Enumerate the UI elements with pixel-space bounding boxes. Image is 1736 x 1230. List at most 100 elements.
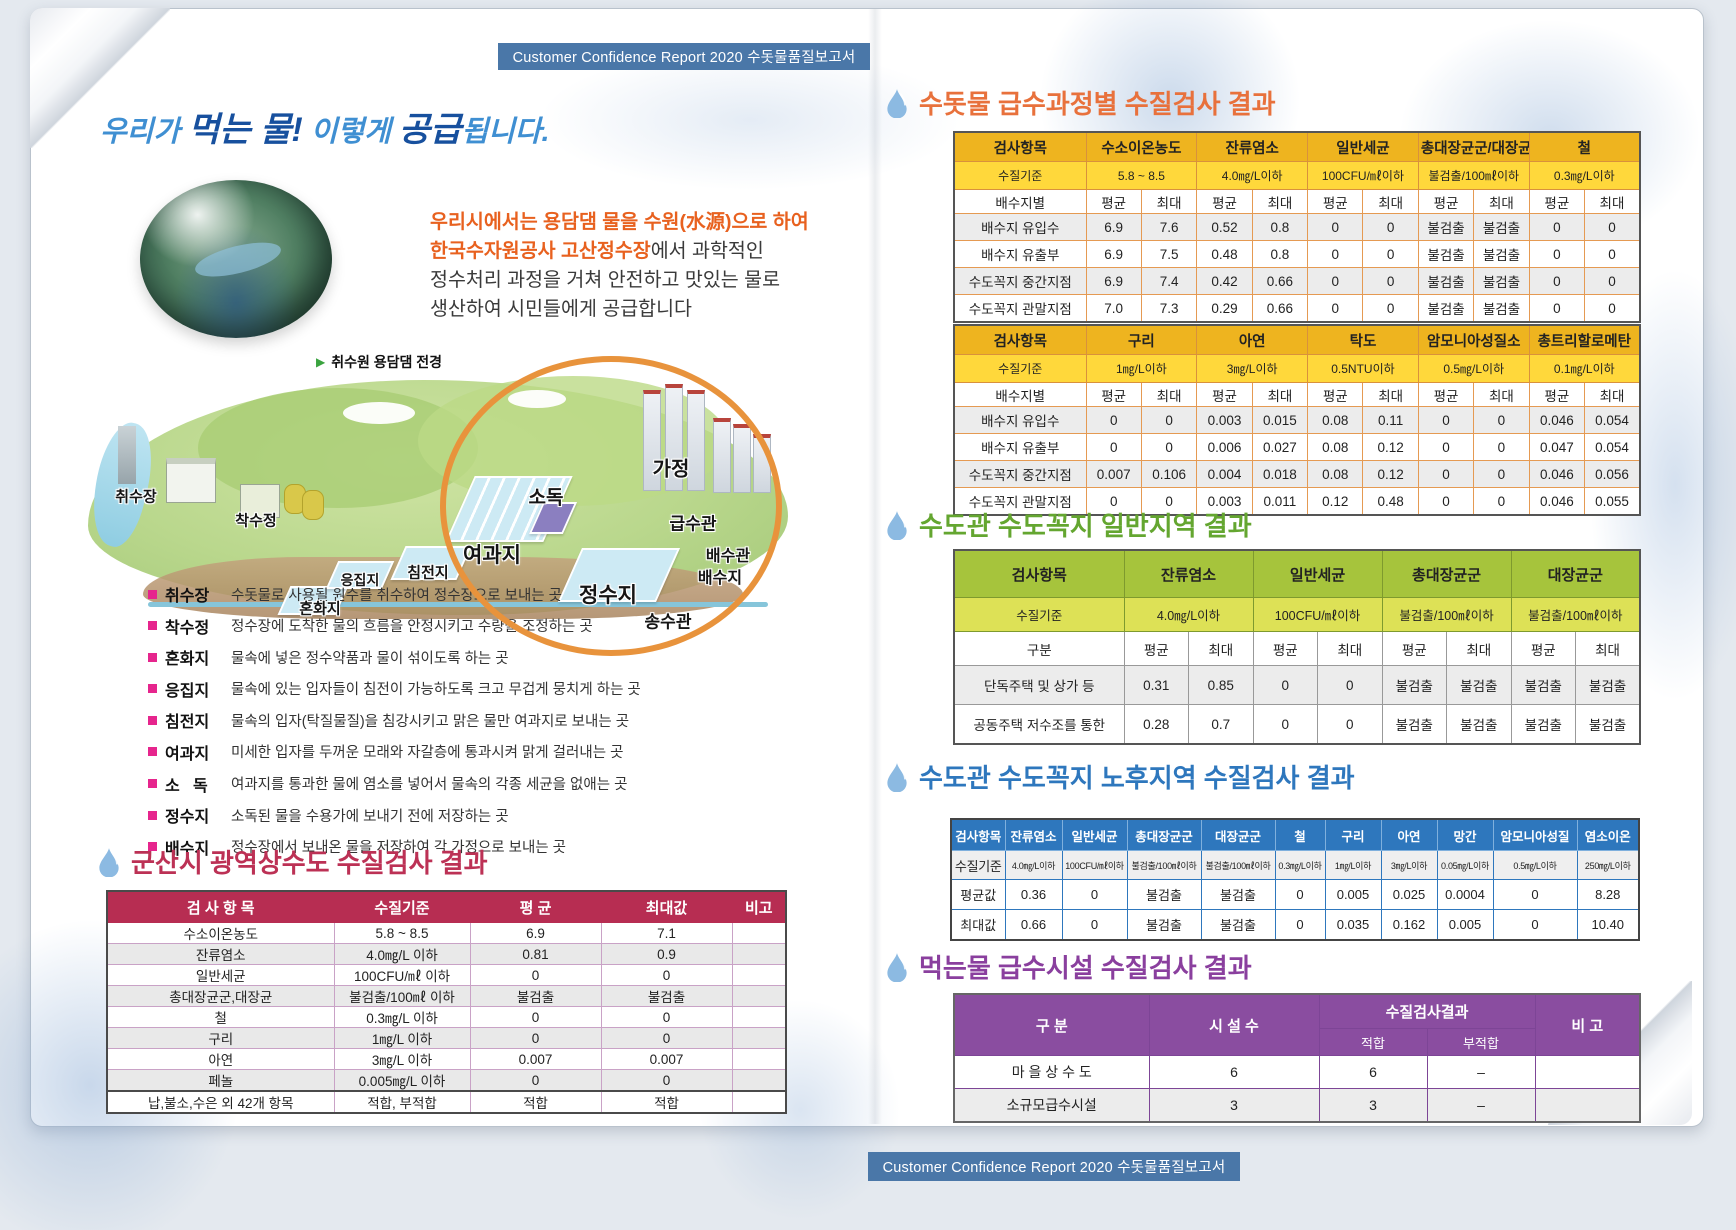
table-cell: 0 <box>1473 487 1530 516</box>
diagram-label-home: 가정 <box>652 458 690 481</box>
table-cell: 수도꼭지 관말지점 <box>953 294 1087 323</box>
header-cell: 망간 <box>1436 818 1494 851</box>
table-cell: 7.4 <box>1140 267 1198 295</box>
header-cell: 탁도 <box>1307 324 1419 355</box>
table-cell: 수도꼭지 중간지점 <box>953 460 1087 488</box>
subheader-cell: 평균 <box>1528 189 1586 214</box>
table-cell: 불검출 <box>1510 704 1577 745</box>
page-title-segment: 공급 <box>398 111 462 149</box>
table-cell: 0 <box>1252 704 1319 745</box>
subheader-cell: 평균 <box>1528 382 1586 407</box>
table-cell: 불검출 <box>1417 213 1475 241</box>
table-cell: 0 <box>1362 213 1419 241</box>
table-cell: 0 <box>1362 240 1419 268</box>
table-cell <box>731 943 787 965</box>
table-cell: 0 <box>1473 406 1530 434</box>
table-cell: 8.28 <box>1576 879 1640 910</box>
diagram-label-receiving: 착수정 <box>235 512 277 530</box>
receiving-well-building <box>240 484 280 518</box>
table-cell: 잔류염소 <box>106 943 335 965</box>
table-cell: 0 <box>469 1069 602 1092</box>
table-cell: 배수지 유입수 <box>953 406 1087 434</box>
table-row: 수도꼭지 관말지점 0 0 0.003 0.011 0.12 0.48 0 0 0.046 0.05… <box>953 487 1641 516</box>
table-header-row: 검 사 항 목 수질기준 평 균 최대값 비고 <box>106 890 787 923</box>
table-cell: 0 <box>1317 665 1383 705</box>
table-header-row: 검사항목 잔류염소 일반세균 총대장균군 대장균군 <box>953 549 1641 598</box>
table-cell: 0 <box>1417 433 1475 461</box>
page-curl-top-left <box>30 8 170 148</box>
header-cell: 잔류염소 <box>1123 549 1254 598</box>
table-row: 수도꼭지 중간지점 0.007 0.106 0.004 0.018 0.08 0.12 0 0 0… <box>953 460 1641 488</box>
bullet-square-icon <box>148 810 157 820</box>
table-cell: 불검출 <box>1510 665 1577 705</box>
table-cell: 0.12 <box>1307 487 1364 516</box>
table-cell: 적합 <box>469 1090 602 1114</box>
process-desc: 물속의 입자(탁질물질)을 침강시키고 맑은 물만 여과지로 보내는 곳 <box>231 713 630 730</box>
table-cell: 0 <box>1362 294 1419 323</box>
table-cell <box>731 922 787 944</box>
header-cell: 수질기준 <box>333 890 471 923</box>
table-cell: 0.28 <box>1123 704 1189 745</box>
header-cell: 평 균 <box>469 890 602 923</box>
table-cell <box>1534 1088 1641 1123</box>
table-cell: 불검출 <box>1417 240 1475 268</box>
header-cell: 구리 <box>1085 324 1198 355</box>
table-cell: 불검출 <box>1126 909 1202 941</box>
table-cell: 0 <box>1085 433 1142 461</box>
table-cell: 납,불소,수은 외 42개 항목 <box>106 1090 335 1114</box>
table-cell: 0 <box>1274 879 1326 910</box>
table-cell: 0.007 <box>469 1048 602 1070</box>
table-cell: 0 <box>600 1006 733 1028</box>
diagram-label-disinfection: 소독 <box>528 487 564 509</box>
table-cell: 불검출 <box>1473 240 1530 268</box>
subheader-row: 배수지별 평균 최대 평균 최대 평균 최대 평균 최대 평균 최대 <box>953 382 1641 407</box>
standard-cell: 0.05㎎/L이하 <box>1436 850 1494 880</box>
table-cell: 0.004 <box>1196 460 1253 488</box>
table-body: 배수지 유입수 6.9 7.6 0.52 0.8 0 0 불검출 불검출 0 0 배수지 유출부 6.9… <box>953 213 1641 323</box>
table-cell: 0 <box>1473 460 1530 488</box>
header-cell: 검사항목 <box>953 549 1125 598</box>
table-header-row: 검사항목 구리 아연 탁도 암모니아성질소 총트리할로메탄 <box>953 324 1641 355</box>
subheader-cell: 배수지별 <box>953 189 1087 214</box>
table-body: 배수지 유입수 0 0 0.003 0.015 0.08 0.11 0 0 0.046 0.054 배… <box>953 406 1641 516</box>
table-row: 페놀 0.005㎎/L 이하 0 0 <box>106 1069 787 1092</box>
table-row: 최대값 0.66 0 불검출 불검출 0 0.035 0.162 0.005 0 10.40 <box>950 909 1640 941</box>
table-cell: 0 <box>1307 267 1364 295</box>
bullet-square-icon <box>148 621 157 631</box>
bullet-square-icon <box>148 779 157 789</box>
standard-cell: 0.5NTU이하 <box>1307 354 1419 383</box>
table-cell: 6.9 <box>469 922 602 944</box>
tank-shape <box>302 490 324 520</box>
table-header-row: 검사항목 수소이온농도 잔류염소 일반세균 총대장균군/대장균군 철 <box>953 131 1641 162</box>
section-title-text: 먹는물 급수시설 수질검사 결과 <box>919 953 1252 983</box>
water-drop-icon <box>887 952 907 982</box>
table-cell: 0 <box>1140 406 1198 434</box>
report-footer-text: Customer Confidence Report 2020 수돗물품질보고서 <box>882 1160 1226 1176</box>
table-cell: 0.003 <box>1196 406 1253 434</box>
header-cell: 최대값 <box>600 890 733 923</box>
standard-cell: 0.5㎎/L이하 <box>1492 850 1578 880</box>
table-cell: 0 <box>600 1069 733 1092</box>
table-cell <box>1534 1055 1641 1089</box>
photo-caption-text: 취수원 용담댐 전경 <box>331 354 443 370</box>
standard-cell: 5.8 ~ 8.5 <box>1085 161 1198 190</box>
process-term: 배수지 <box>165 840 210 858</box>
standard-cell: 4.0㎎/L이하 <box>1196 161 1309 190</box>
subheader-cell: 최대 <box>1140 189 1198 214</box>
table-cell: 1㎎/L 이하 <box>333 1027 471 1049</box>
table-cell: 0.003 <box>1196 487 1253 516</box>
standard-cell: 3㎎/L이하 <box>1196 354 1309 383</box>
table-cell: 0 <box>600 1027 733 1049</box>
table-cell: 0.046 <box>1528 487 1586 516</box>
table-cell: 0 <box>1274 909 1326 941</box>
subheader-cell: 평균 <box>1381 631 1448 666</box>
table-cell: 0.005㎎/L 이하 <box>333 1069 471 1092</box>
table-cell: 평균값 <box>950 879 1006 910</box>
table-cell: 최대값 <box>950 909 1006 941</box>
table-cell: 불검출 <box>1126 879 1202 910</box>
subheader-cell: 최대 <box>1251 382 1309 407</box>
table-cell: 0 <box>469 964 602 986</box>
process-term: 정수지 <box>165 809 210 827</box>
subheader-row: 배수지별 평균 최대 평균 최대 평균 최대 평균 최대 평균 최대 <box>953 189 1641 214</box>
intro-line2-highlight: 한국수자원공사 고산정수장 <box>430 240 651 262</box>
